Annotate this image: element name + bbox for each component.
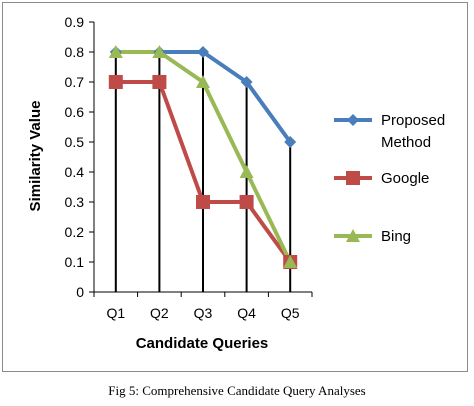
x-tick-labels: Q1 Q2 Q3 Q4 Q5 [106,305,299,321]
y-tick-label: 0.2 [65,224,85,240]
square-marker [108,75,123,89]
square-marker [152,75,167,89]
y-axis-title: Similarity Value [27,101,44,212]
y-tick-label: 0.5 [65,134,85,150]
drop-lines [114,52,292,292]
y-tick-label: 0.7 [65,74,85,90]
triangle-marker [196,75,210,88]
x-tick-label: Q2 [150,305,169,321]
triangle-marker [152,45,167,58]
chart-frame [2,2,468,372]
x-tick-label: Q5 [281,305,300,321]
y-tick-label: 0.6 [65,104,85,120]
square-marker [346,171,360,185]
diamond-marker [197,46,209,58]
axes [89,21,313,297]
line-chart: 00.10.20.30.40.50.60.70.80.9 Q1 Q2 Q3 Q4 Q5 … [27,14,445,352]
y-tick-label: 0.1 [65,254,85,270]
x-tick-label: Q3 [194,305,213,321]
triangle-marker [346,229,360,242]
legend-label: Method [381,134,431,151]
legend: Proposed Method Google Bing [334,112,445,245]
x-tick-label: Q4 [237,305,256,321]
x-tick-label: Q1 [106,305,125,321]
figure-caption: Fig 5: Comprehensive Candidate Query Ana… [108,383,366,398]
diamond-marker [347,114,359,126]
legend-label: Bing [381,228,411,245]
triangle-marker [108,45,123,58]
series-markers [108,45,298,269]
diamond-marker [284,136,297,148]
triangle-marker [283,255,298,268]
diamond-marker [240,76,253,88]
x-axis-title: Candidate Queries [136,335,269,352]
y-tick-label: 0.3 [65,194,85,210]
triangle-marker [239,165,254,178]
y-tick-label: 0 [76,284,84,300]
y-tick-label: 0.8 [65,44,85,60]
square-marker [239,195,254,209]
y-tick-label: 0.9 [65,14,85,30]
square-marker [196,195,210,209]
legend-label: Google [381,170,429,187]
y-tick-labels: 0 0.1 0.2 0.3 0.4 0.5 0.6 0.7 0.8 0.9 [65,14,85,300]
y-tick-label: 0.4 [65,164,85,180]
legend-label: Proposed [381,112,445,129]
